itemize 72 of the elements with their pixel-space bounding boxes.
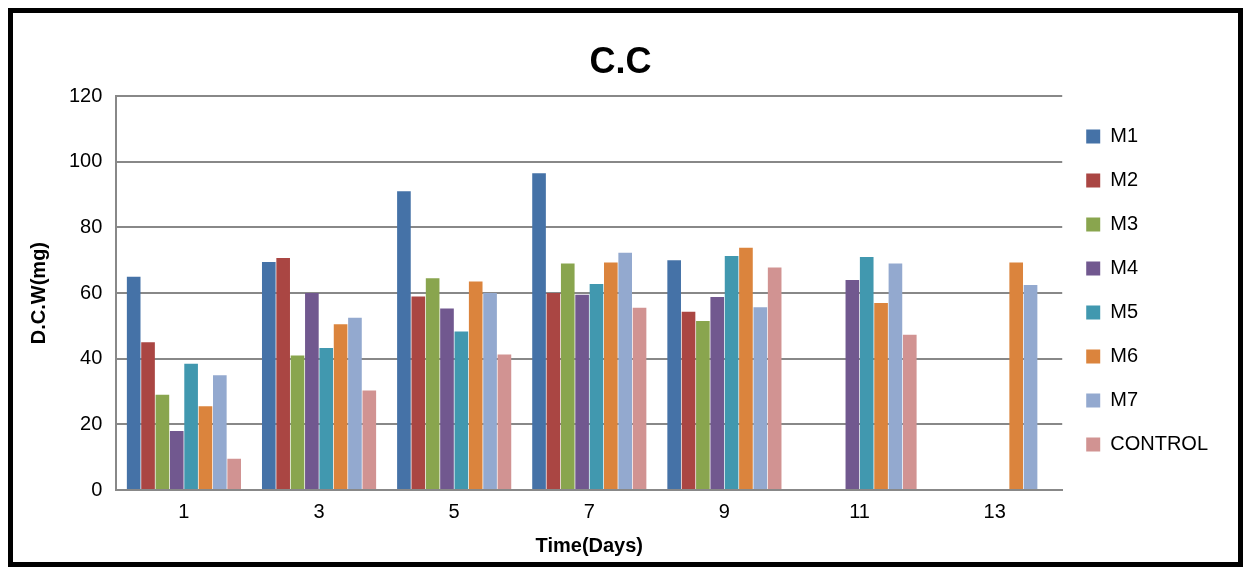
- bar: [667, 260, 681, 489]
- bar: [696, 320, 710, 489]
- bar: [348, 317, 362, 489]
- legend-label: M5: [1110, 300, 1139, 323]
- bar: [290, 355, 305, 489]
- legend-label: M4: [1110, 256, 1139, 279]
- x-tick-label: 5: [448, 499, 460, 522]
- bar: [845, 279, 860, 489]
- legend-label: CONTROL: [1110, 432, 1209, 455]
- bar: [618, 252, 632, 489]
- bar: [532, 173, 546, 489]
- bar: [141, 342, 155, 489]
- y-tick-label: 40: [80, 346, 103, 369]
- bar: [198, 406, 213, 489]
- bar: [454, 331, 469, 489]
- legend-label: M7: [1110, 388, 1139, 411]
- bar: [874, 302, 888, 489]
- legend-label: M1: [1110, 124, 1139, 147]
- bar: [425, 278, 440, 489]
- x-axis-title: Time(Days): [535, 533, 644, 556]
- y-tick-label: 0: [91, 477, 103, 500]
- bar: [546, 293, 561, 489]
- bar: [169, 430, 184, 489]
- bar: [468, 281, 483, 489]
- y-tick-label: 60: [80, 280, 103, 303]
- y-axis-title: D.C.W(mg): [26, 242, 49, 345]
- bar: [227, 458, 241, 489]
- bar: [276, 257, 290, 489]
- bar: [888, 263, 903, 489]
- bar: [362, 390, 377, 489]
- y-tick-label: 20: [80, 411, 103, 434]
- x-tick-label: 1: [178, 499, 190, 522]
- bar: [632, 307, 647, 489]
- bar: [902, 334, 917, 489]
- bar: [319, 347, 334, 489]
- bar: [560, 263, 575, 489]
- bar: [261, 261, 276, 489]
- x-tick-label: 9: [718, 499, 730, 522]
- bar: [710, 297, 725, 489]
- bar: [575, 294, 589, 489]
- bar: [1009, 262, 1024, 489]
- x-tick-label: 3: [313, 499, 325, 522]
- legend-label: M2: [1110, 168, 1139, 191]
- legend-label: M3: [1110, 212, 1139, 235]
- x-tick-label: 13: [983, 499, 1006, 522]
- y-tick-label: 120: [68, 83, 103, 106]
- bar: [724, 256, 739, 489]
- bar: [859, 257, 874, 489]
- bar: [589, 283, 604, 489]
- legend-label: M6: [1110, 344, 1139, 367]
- bar: [739, 247, 753, 489]
- bar: [184, 363, 198, 489]
- bar: [604, 262, 618, 489]
- bar: [1023, 284, 1038, 489]
- chart-title: C.C: [589, 39, 652, 81]
- y-tick-label: 100: [68, 149, 103, 172]
- y-tick-label: 80: [80, 214, 103, 237]
- x-tick-label: 7: [583, 499, 595, 522]
- bar: [155, 394, 170, 489]
- x-tick-label: 11: [849, 499, 870, 522]
- bar: [681, 311, 696, 489]
- bar: [305, 293, 319, 489]
- bar: [411, 296, 426, 489]
- bar: [397, 191, 411, 489]
- bar: [497, 354, 512, 489]
- bar: [483, 293, 497, 489]
- bar: [126, 276, 141, 489]
- bar: [440, 308, 454, 489]
- bar: [333, 324, 348, 489]
- bar: [767, 267, 782, 489]
- bar: [213, 375, 227, 489]
- bar: [753, 307, 768, 489]
